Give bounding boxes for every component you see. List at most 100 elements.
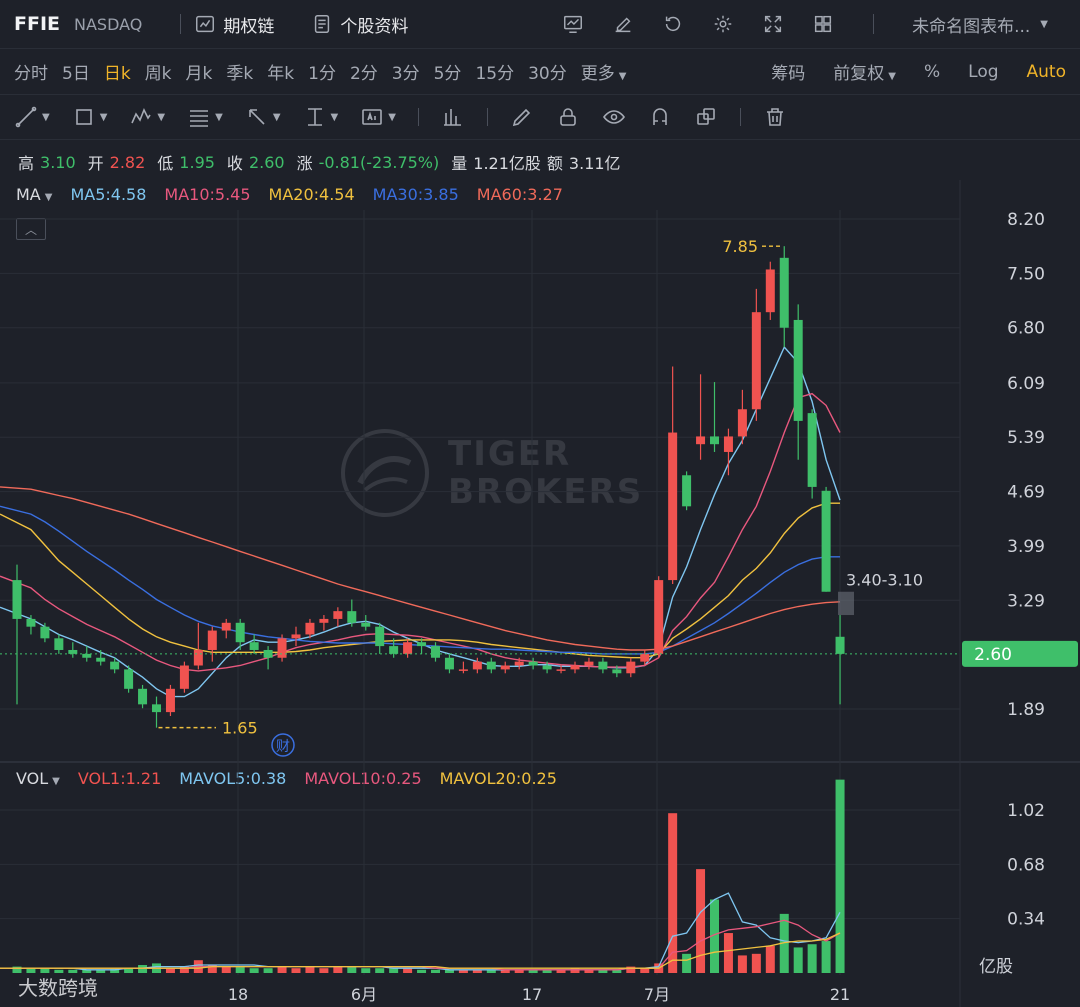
price-range-tool[interactable]: ▼ xyxy=(303,105,338,129)
low-value: 1.95 xyxy=(179,152,215,172)
chip-distribution-button[interactable]: 筹码 xyxy=(771,64,806,84)
magnet-icon xyxy=(653,108,667,125)
pattern-icon xyxy=(131,108,152,124)
period-daily[interactable]: 日k xyxy=(103,64,131,84)
delete-tool[interactable] xyxy=(763,105,787,129)
rectangle-tool[interactable]: ▼ xyxy=(72,105,108,129)
volume-bar xyxy=(807,944,817,973)
chart-options: 筹码 前复权 ▼ % Log Auto xyxy=(771,59,1066,85)
measure-tool[interactable] xyxy=(441,105,465,129)
chevron-down-icon: ▼ xyxy=(52,775,60,787)
candle-body xyxy=(626,661,636,674)
bar-chart-icon xyxy=(443,109,461,126)
volume-bar xyxy=(458,969,468,973)
ma10-legend: MA10:5.45 xyxy=(164,184,251,204)
layout-grid-icon[interactable] xyxy=(811,12,835,36)
brush-tool[interactable] xyxy=(510,105,534,129)
layout-selector[interactable]: 未命名图表布... ▼ xyxy=(912,12,1048,37)
trend-line-tool[interactable]: ▼ xyxy=(14,105,50,129)
ma-indicator-selector[interactable]: MA ▼ xyxy=(16,185,52,204)
volume-bar xyxy=(486,969,496,973)
volume-bar xyxy=(626,966,636,973)
ma-title: MA xyxy=(16,184,41,204)
volume-bar xyxy=(347,966,357,973)
settings-gear-icon[interactable] xyxy=(711,12,735,36)
divider xyxy=(180,14,182,34)
period-1min[interactable]: 1分 xyxy=(308,64,336,84)
chevron-down-icon: ▼ xyxy=(215,111,223,123)
candle-body xyxy=(458,669,468,671)
adjust-dropdown[interactable]: 前复权 ▼ xyxy=(833,59,896,84)
period-weekly[interactable]: 周k xyxy=(144,64,172,84)
volume-label: 量 xyxy=(451,154,468,173)
auto-toggle[interactable]: Auto xyxy=(1026,61,1066,82)
volume-bar xyxy=(710,899,719,973)
chevron-down-icon: ▼ xyxy=(618,71,627,82)
fibonacci-tool[interactable]: ▼ xyxy=(187,105,223,129)
percent-toggle[interactable]: % xyxy=(923,61,941,82)
candle-body xyxy=(26,618,36,627)
period-quarterly[interactable]: 季k xyxy=(226,64,254,84)
period-monthly[interactable]: 月k xyxy=(185,64,213,84)
period-bar: 分时 5日 日k 周k 月k 季k 年k 1分 2分 3分 5分 15分 30分… xyxy=(0,48,1080,94)
magnet-tool[interactable] xyxy=(648,105,672,129)
volume-bar xyxy=(319,968,329,973)
chevron-down-icon: ▼ xyxy=(99,111,108,123)
pattern-tool[interactable]: ▼ xyxy=(129,105,165,129)
options-chain-button[interactable]: 期权链 xyxy=(193,12,274,37)
volume-tick-label: 1.02 xyxy=(1007,801,1045,821)
options-chain-icon xyxy=(193,12,217,36)
high-label: 高 xyxy=(18,154,35,173)
volume-bar xyxy=(235,966,245,973)
vol-indicator-selector[interactable]: VOL ▼ xyxy=(16,769,60,788)
stock-profile-label: 个股资料 xyxy=(340,16,409,37)
volume-bar xyxy=(682,953,692,973)
edit-icon[interactable] xyxy=(611,12,635,36)
period-3min[interactable]: 3分 xyxy=(391,64,420,84)
candle-body xyxy=(514,661,524,666)
duplicate-tool[interactable] xyxy=(694,105,718,129)
candle-body xyxy=(165,688,175,713)
time-axis-label: 21 xyxy=(830,985,850,1004)
visibility-tool[interactable] xyxy=(602,105,626,129)
vol-title: VOL xyxy=(16,768,49,788)
period-2min[interactable]: 2分 xyxy=(349,64,378,84)
candle-body xyxy=(138,688,148,705)
undo-icon[interactable] xyxy=(661,12,685,36)
ma60-legend: MA60:3.27 xyxy=(476,184,563,204)
time-axis-label: 7月 xyxy=(644,985,670,1004)
volume-bar xyxy=(333,966,343,973)
candle-body xyxy=(542,665,552,670)
volume-bar xyxy=(40,968,50,973)
candle-body xyxy=(821,490,831,592)
period-15min[interactable]: 15分 xyxy=(475,64,515,84)
period-5d[interactable]: 5日 xyxy=(62,64,90,84)
gap-range-box xyxy=(838,591,854,616)
fullscreen-icon[interactable] xyxy=(761,12,785,36)
candle-body xyxy=(221,622,231,631)
low-label: 低 xyxy=(157,154,174,173)
text-tool[interactable]: ▼ xyxy=(360,105,396,129)
divider xyxy=(486,108,488,126)
stock-profile-button[interactable]: 个股资料 xyxy=(310,12,408,37)
trash-icon xyxy=(766,108,783,126)
price-tick-label: 1.89 xyxy=(1007,700,1045,720)
period-yearly[interactable]: 年k xyxy=(267,64,295,84)
volume-bar xyxy=(751,953,761,973)
indicator-icon[interactable] xyxy=(561,12,585,36)
tiger-logo-icon xyxy=(341,429,429,517)
divider xyxy=(873,14,875,34)
lock-tool[interactable] xyxy=(556,105,580,129)
trend-line-icon xyxy=(15,106,37,128)
period-30min[interactable]: 30分 xyxy=(528,64,567,84)
period-intraday[interactable]: 分时 xyxy=(14,64,48,84)
arrow-tool[interactable]: ▼ xyxy=(245,105,281,129)
volume-bar xyxy=(249,968,259,973)
period-5min[interactable]: 5分 xyxy=(433,64,462,84)
log-toggle[interactable]: Log xyxy=(968,61,999,82)
time-axis-label: 18 xyxy=(228,985,248,1004)
period-more[interactable]: 更多 ▼ xyxy=(581,59,627,84)
price-tick-label: 5.39 xyxy=(1007,428,1045,448)
quote-summary: 高 3.10 开 2.82 低 1.95 收 2.60 涨 -0.81(-23.… xyxy=(0,148,1080,176)
